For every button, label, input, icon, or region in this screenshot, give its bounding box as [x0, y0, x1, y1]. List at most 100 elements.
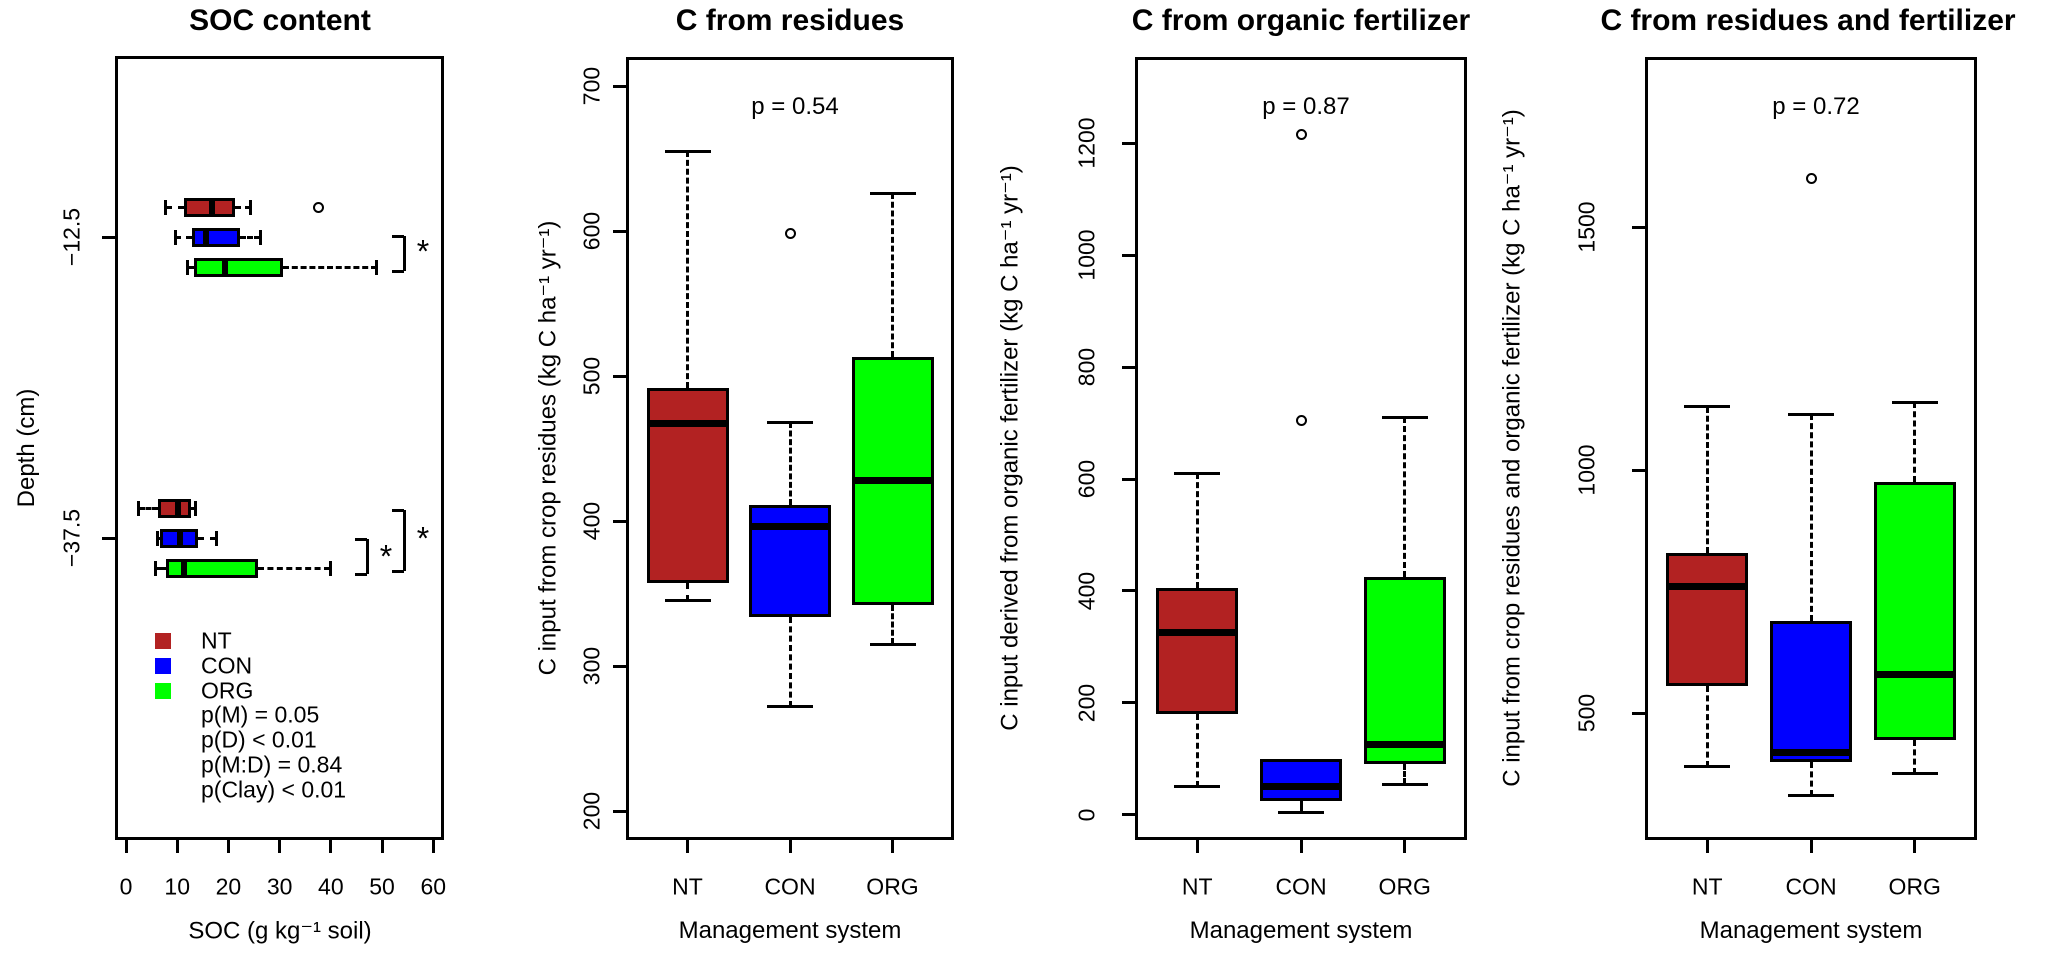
significance-bracket [402, 510, 406, 571]
y-tick [1122, 701, 1135, 705]
right-whisker [283, 265, 377, 269]
right-whisker [197, 536, 217, 540]
y-tick [1122, 253, 1135, 257]
lower-whisker-cap [1684, 765, 1731, 769]
y-tick [613, 809, 626, 813]
left-whisker [155, 566, 166, 570]
legend-stat-line: p(M) = 0.05 [201, 701, 320, 728]
upper-whisker-cap [1684, 405, 1731, 409]
lower-whisker-cap [1381, 782, 1428, 786]
x-tick [175, 840, 179, 853]
box-ORG [194, 257, 284, 277]
box-NT [1666, 552, 1749, 687]
panel-title: C from residues and fertilizer [1600, 4, 2016, 37]
right-whisker [190, 506, 196, 510]
y-tick-label: −37.5 [58, 508, 85, 568]
y-tick-label: 300 [578, 646, 605, 686]
right-whisker [240, 235, 261, 239]
y-tick-label: 700 [578, 66, 605, 106]
upper-whisker [1809, 414, 1813, 621]
left-whisker [165, 205, 184, 209]
legend-stat-line: p(D) < 0.01 [201, 726, 317, 753]
median-line [1666, 583, 1749, 591]
right-whisker-cap [249, 199, 253, 215]
bracket-cap-top [392, 234, 404, 238]
y-tick-label: 200 [1073, 683, 1100, 723]
left-whisker-cap [137, 500, 141, 516]
box-CON [1770, 620, 1852, 762]
y-tick-label: 500 [1573, 693, 1600, 733]
x-axis-title: SOC (g kg⁻¹ soil) [188, 917, 372, 945]
x-tick-label: ORG [1888, 873, 1941, 900]
y-tick [613, 519, 626, 523]
lower-whisker-cap [1174, 785, 1221, 789]
upper-whisker [1403, 417, 1407, 577]
y-tick-label: 600 [578, 211, 605, 251]
x-tick [686, 840, 689, 853]
lower-whisker-cap [1788, 794, 1834, 798]
y-tick-label: 800 [1073, 347, 1100, 387]
panel-title: SOC content [189, 4, 371, 37]
lower-whisker-cap [1278, 810, 1324, 814]
y-axis-title: C input from crop residues (kg C ha⁻¹ yr… [534, 220, 562, 676]
x-tick [329, 840, 333, 853]
lower-whisker-cap [1891, 772, 1938, 776]
bracket-cap-bottom [392, 269, 404, 273]
y-tick-label: 400 [1073, 571, 1100, 611]
x-tick-label: 40 [318, 873, 344, 900]
upper-whisker [686, 151, 689, 388]
lower-whisker [1913, 739, 1917, 774]
x-tick [788, 840, 792, 853]
legend-label: CON [201, 652, 253, 679]
x-tick-label: 60 [420, 873, 447, 900]
x-tick-label: CON [764, 873, 816, 900]
box-CON [749, 505, 831, 617]
upper-whisker-cap [869, 191, 916, 195]
p-value-label: p = 0.72 [1772, 93, 1860, 120]
significance-star: * [416, 520, 430, 557]
outlier-point [784, 228, 796, 240]
box-NT [158, 498, 191, 518]
median-line [1770, 748, 1852, 756]
upper-whisker [788, 422, 792, 506]
legend-swatch-NT [155, 633, 171, 649]
y-tick [1122, 365, 1135, 369]
legend-swatch-CON [155, 657, 171, 674]
x-tick [891, 840, 894, 853]
bracket-cap-top [392, 508, 404, 512]
median-line [749, 523, 831, 531]
right-whisker-cap [193, 500, 197, 516]
y-tick-label: 1000 [1073, 229, 1100, 281]
lower-whisker [1809, 761, 1813, 796]
x-tick-label: NT [672, 873, 703, 900]
y-axis-title: C input from crop residues and organic f… [1498, 109, 1526, 787]
median-line [1873, 670, 1956, 678]
lower-whisker [1299, 800, 1303, 812]
y-tick-label: 1200 [1073, 117, 1100, 169]
lower-whisker [788, 616, 792, 707]
lower-whisker [686, 583, 689, 601]
left-whisker-cap [154, 560, 158, 576]
upper-whisker-cap [664, 149, 711, 153]
x-axis-title: Management system [1699, 917, 1923, 944]
legend-label: NT [201, 627, 232, 654]
legend-stat-line: p(Clay) < 0.01 [201, 776, 347, 803]
x-tick-label: 30 [266, 873, 293, 900]
legend-label: ORG [201, 677, 254, 704]
x-tick-label: NT [1181, 873, 1213, 900]
upper-whisker-cap [1174, 471, 1221, 475]
lower-whisker-cap [664, 599, 711, 603]
median-line [209, 197, 216, 217]
left-whisker-cap [156, 530, 160, 546]
x-tick-label: 20 [215, 873, 242, 900]
lower-whisker-cap [869, 642, 916, 646]
x-tick [278, 840, 282, 853]
y-tick [613, 374, 626, 378]
y-tick [1122, 589, 1135, 593]
left-whisker-cap [186, 259, 190, 275]
y-tick [1632, 711, 1645, 715]
lower-whisker [1705, 686, 1709, 767]
y-tick [613, 84, 626, 88]
x-tick [124, 840, 128, 853]
x-tick-label: NT [1691, 873, 1723, 900]
